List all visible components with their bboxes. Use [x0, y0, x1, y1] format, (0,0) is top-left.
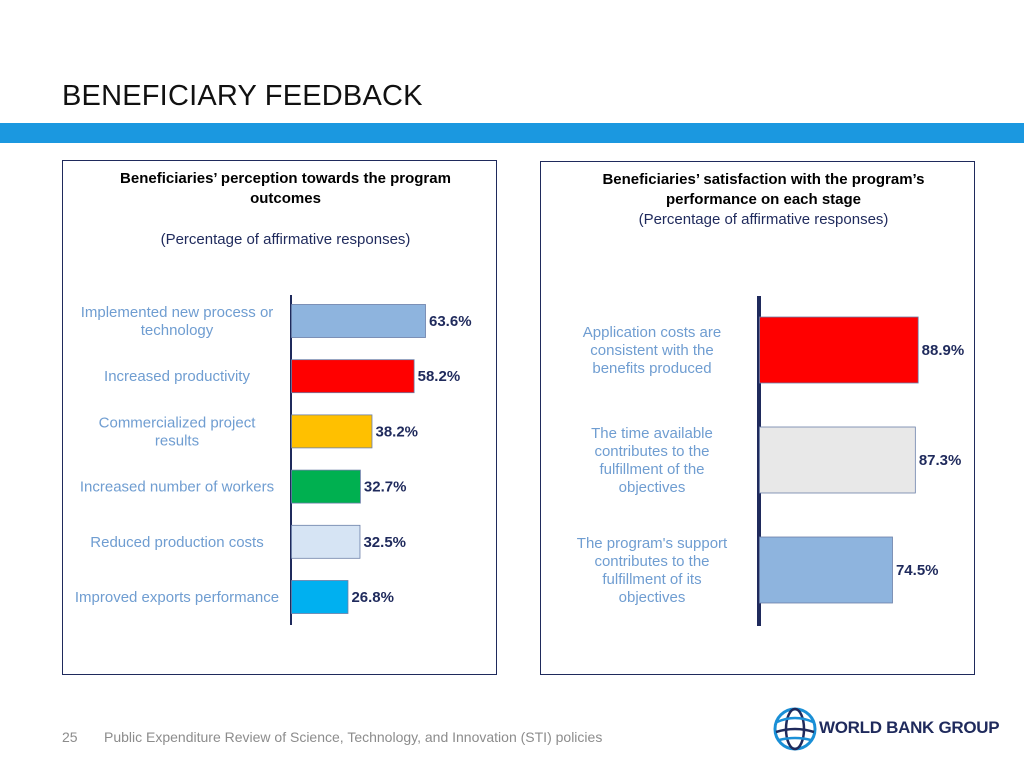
data-label: 38.2%: [375, 423, 418, 440]
bar-chart-outcomes: 63.6% Implemented new process or technolog…: [75, 295, 472, 625]
globe-icon: [773, 707, 817, 751]
data-label: 58.2%: [418, 368, 461, 385]
chart-subtitle-satisfaction: (Percentage of affirmative responses): [638, 211, 889, 228]
category-label: Increased number of workers: [80, 479, 274, 496]
data-label: 87.3%: [919, 452, 962, 469]
category-label: Commercialized project results: [99, 414, 257, 449]
category-label: Implemented new process or technology: [81, 304, 274, 339]
logo-text: WORLD BANK GROUP: [819, 718, 1000, 737]
bar: [759, 426, 916, 494]
bar: [291, 414, 373, 449]
chart-panel-outcomes: Beneficiaries’ perception towards the pr…: [62, 160, 497, 675]
category-label: Increased productivity: [104, 368, 250, 385]
bar: [291, 580, 349, 614]
bar: [291, 469, 361, 504]
footer-text: Public Expenditure Review of Science, Te…: [104, 729, 603, 745]
data-label: 26.8%: [351, 589, 394, 606]
category-label: Application costs are consistent with the…: [583, 324, 721, 377]
data-label: 63.6%: [429, 313, 472, 330]
data-label: 32.5%: [363, 534, 406, 551]
bar: [759, 316, 919, 384]
bar: [759, 536, 893, 604]
world-bank-logo: WORLD BANK GROUP: [773, 706, 1003, 752]
category-label: Reduced production costs: [90, 534, 263, 551]
bar: [291, 524, 361, 559]
data-label: 32.7%: [364, 479, 407, 496]
chart-subtitle-outcomes: (Percentage of affirmative responses): [160, 231, 411, 248]
data-label: 88.9%: [922, 342, 965, 359]
chart-title-outcomes: Beneficiaries’ perception towards the pr…: [120, 170, 451, 207]
bar-chart-satisfaction: 88.9% Application costs are consistent wit…: [577, 296, 965, 626]
category-label: The time available contributes to the fulf…: [591, 425, 713, 496]
chart-title-satisfaction: Beneficiaries’ satisfaction with the pro…: [602, 171, 925, 208]
bar: [291, 304, 426, 338]
chart-panel-satisfaction: Beneficiaries’ satisfaction with the pro…: [540, 161, 975, 675]
bar: [291, 359, 415, 394]
data-label: 74.5%: [896, 562, 939, 579]
category-label: Improved exports performance: [75, 589, 279, 606]
accent-bar: [0, 123, 1024, 143]
slide-title: BENEFICIARY FEEDBACK: [62, 80, 423, 112]
page-number: 25: [62, 729, 78, 745]
category-label: The program's support contributes to the f…: [577, 535, 728, 606]
